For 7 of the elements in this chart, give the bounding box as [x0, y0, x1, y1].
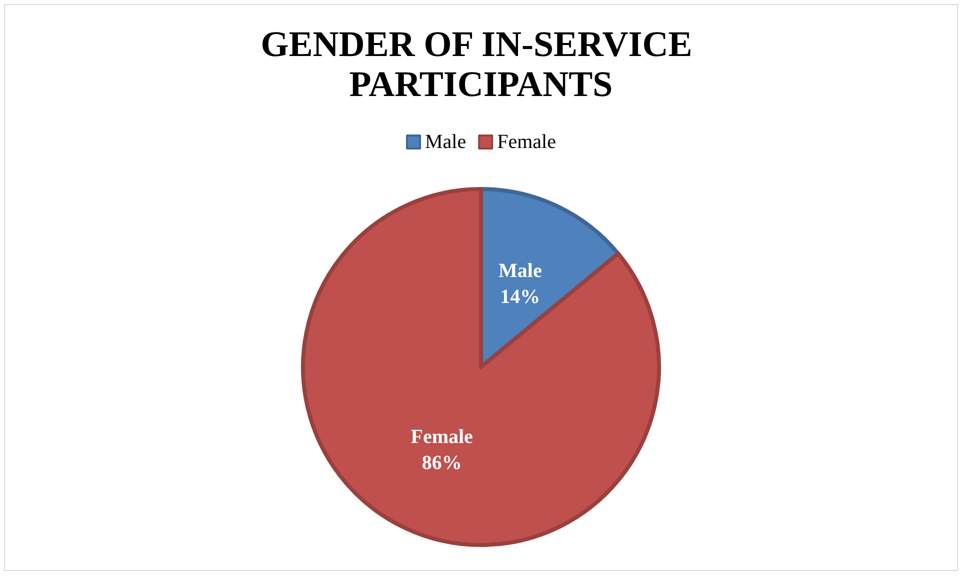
- legend-label: Female: [497, 131, 556, 153]
- slice-label: Female: [410, 426, 474, 448]
- data-label: 14%: [500, 286, 540, 308]
- legend-label: Male: [425, 131, 466, 153]
- slice-label: Male: [498, 260, 542, 282]
- chart-title: GENDER OF IN-SERVICE PARTICIPANTS: [260, 24, 702, 104]
- data-label: 86%: [422, 452, 462, 474]
